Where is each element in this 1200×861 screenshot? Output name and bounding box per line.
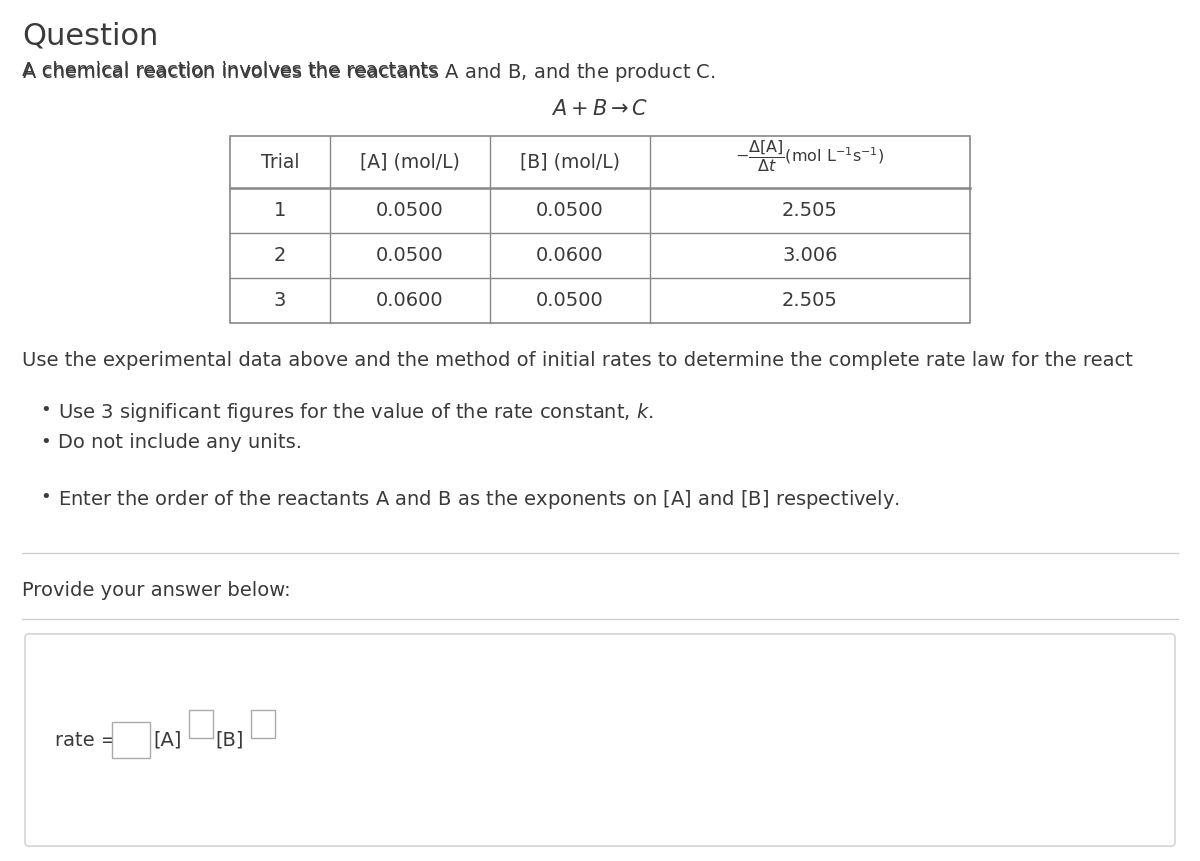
- Text: •: •: [40, 488, 50, 506]
- Text: [A] (mol/L): [A] (mol/L): [360, 152, 460, 171]
- Text: 3.006: 3.006: [782, 246, 838, 265]
- Text: Enter the order of the reactants $\mathsf{A}$ and $\mathsf{B}$ as the exponents : Enter the order of the reactants $\maths…: [58, 488, 900, 511]
- Text: $A + B \rightarrow C$: $A + B \rightarrow C$: [551, 99, 649, 119]
- Bar: [230, 136, 970, 323]
- FancyBboxPatch shape: [25, 634, 1175, 846]
- Text: 2: 2: [274, 246, 286, 265]
- Text: 0.0600: 0.0600: [536, 246, 604, 265]
- Text: Question: Question: [22, 21, 158, 50]
- Text: •: •: [40, 433, 50, 451]
- Text: A chemical reaction involves the reactants $\mathsf{A}$ and $\mathsf{B}$, and th: A chemical reaction involves the reactan…: [22, 61, 715, 84]
- Text: $-\dfrac{\Delta[\mathrm{A}]}{\Delta t}(\mathrm{mol\ L^{-1}s^{-1}})$: $-\dfrac{\Delta[\mathrm{A}]}{\Delta t}(\…: [736, 138, 884, 174]
- Text: 0.0600: 0.0600: [376, 291, 444, 310]
- Text: 0.0500: 0.0500: [376, 201, 444, 220]
- Text: Use 3 significant figures for the value of the rate constant, $k$.: Use 3 significant figures for the value …: [58, 401, 654, 424]
- Text: Trial: Trial: [260, 152, 299, 171]
- Text: Provide your answer below:: Provide your answer below:: [22, 581, 290, 600]
- Text: •: •: [40, 401, 50, 419]
- Text: 1: 1: [274, 201, 286, 220]
- Text: [A]: [A]: [154, 730, 181, 749]
- Text: 3: 3: [274, 291, 286, 310]
- Text: Use the experimental data above and the method of initial rates to determine the: Use the experimental data above and the …: [22, 351, 1133, 370]
- Text: 2.505: 2.505: [782, 201, 838, 220]
- Text: rate =: rate =: [55, 730, 118, 749]
- Text: 2.505: 2.505: [782, 291, 838, 310]
- Text: 0.0500: 0.0500: [376, 246, 444, 265]
- Text: [B] (mol/L): [B] (mol/L): [520, 152, 620, 171]
- Text: 0.0500: 0.0500: [536, 201, 604, 220]
- Bar: [251, 710, 275, 738]
- Bar: [112, 722, 150, 758]
- Text: [B]: [B]: [215, 730, 244, 749]
- Bar: [190, 710, 214, 738]
- Text: A chemical reaction involves the reactants: A chemical reaction involves the reactan…: [22, 61, 444, 80]
- Text: 0.0500: 0.0500: [536, 291, 604, 310]
- Text: Do not include any units.: Do not include any units.: [58, 433, 302, 452]
